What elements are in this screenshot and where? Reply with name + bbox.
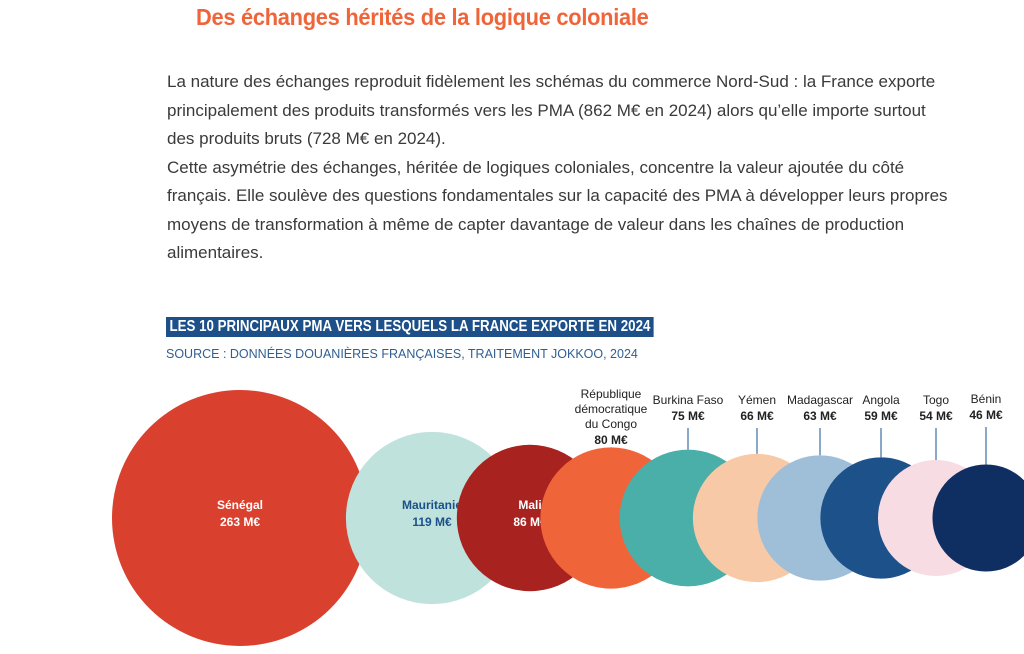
bubble-value-label: 63 M€ xyxy=(803,409,837,423)
bubble-name-label: Bénin xyxy=(971,392,1002,406)
bubble-name-label: démocratique xyxy=(575,402,648,416)
bubble-name-label: Madagascar xyxy=(787,393,853,407)
bubble-bénin xyxy=(932,464,1024,572)
bubble-name-label: du Congo xyxy=(585,417,637,431)
bubble-value-label: 54 M€ xyxy=(919,409,953,423)
bubble-name-label: Angola xyxy=(862,393,900,407)
bubble-value-label: 66 M€ xyxy=(740,409,774,423)
bubble-value-label: 263 M€ xyxy=(220,515,260,529)
bubble-value-label: 86 M€ xyxy=(513,515,547,529)
chart-source: SOURCE : DONNÉES DOUANIÈRES FRANÇAISES, … xyxy=(166,347,638,361)
bubble-name-label: Burkina Faso xyxy=(653,393,724,407)
section-heading: Des échanges hérités de la logique colon… xyxy=(196,4,649,30)
bubble-name-label: République xyxy=(581,387,642,401)
bubble-value-label: 46 M€ xyxy=(969,408,1003,422)
bubble-value-label: 80 M€ xyxy=(594,433,628,447)
bubble-name-label: Mali xyxy=(518,498,541,512)
bubble-name-label: Sénégal xyxy=(217,498,263,512)
bubble-value-label: 119 M€ xyxy=(412,515,452,529)
bubble-name-label: Yémen xyxy=(738,393,776,407)
bubble-value-label: 59 M€ xyxy=(864,409,898,423)
bubble-name-label: Mauritanie xyxy=(402,498,462,512)
paragraph: Cette asymétrie des échanges, héritée de… xyxy=(167,157,948,263)
body-text: La nature des échanges reproduit fidèlem… xyxy=(167,68,957,268)
bubble-sénégal xyxy=(112,390,368,646)
bubble-name-label: Togo xyxy=(923,393,949,407)
bubble-value-label: 75 M€ xyxy=(671,409,705,423)
paragraph: La nature des échanges reproduit fidèlem… xyxy=(167,72,936,148)
chart-title: LES 10 PRINCIPAUX PMA VERS LESQUELS LA F… xyxy=(166,317,654,337)
